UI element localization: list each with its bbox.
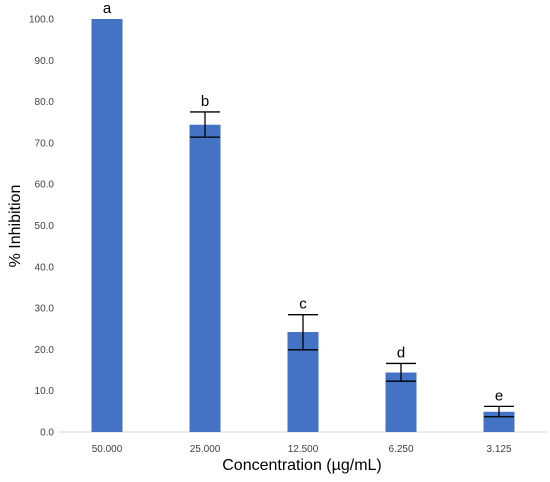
y-tick-label: 40.0	[35, 262, 55, 273]
y-tick-label: 20.0	[35, 345, 55, 356]
y-tick-label: 10.0	[35, 386, 55, 397]
x-axis-ticks: 50.000 25.000 12.500 6.250 3.125	[92, 444, 512, 455]
error-bar	[190, 111, 220, 138]
y-tick-label: 80.0	[35, 97, 55, 108]
error-bar	[484, 405, 514, 418]
error-bars	[190, 111, 514, 418]
x-axis-title: Concentration (µg/mL)	[222, 457, 382, 474]
bars	[91, 19, 515, 432]
y-tick-label: 90.0	[35, 56, 55, 67]
x-tick-label: 3.125	[486, 444, 511, 455]
bar	[91, 19, 123, 432]
x-tick-label: 6.250	[388, 444, 413, 455]
y-axis-ticks: 0.0 10.0 20.0 30.0 40.0 50.0 60.0 70.0 80.0 90.0 1…	[29, 15, 54, 439]
y-tick-label: 30.0	[35, 304, 55, 315]
y-tick-label: 100.0	[29, 15, 54, 26]
bar	[385, 372, 417, 432]
y-tick-label: 0.0	[40, 428, 54, 439]
significance-letter: c	[299, 296, 307, 313]
error-bar	[386, 362, 416, 382]
x-tick-label: 50.000	[92, 444, 123, 455]
y-tick-label: 50.0	[35, 221, 55, 232]
significance-letter: a	[103, 0, 112, 17]
y-tick-label: 70.0	[35, 138, 55, 149]
significance-letter: b	[201, 93, 209, 110]
y-axis-title: % Inhibition	[7, 185, 24, 268]
significance-letter: e	[495, 387, 503, 404]
x-tick-label: 25.000	[190, 444, 221, 455]
bar	[189, 124, 221, 432]
y-tick-label: 60.0	[35, 180, 55, 191]
significance-letters: a b c d e	[103, 0, 503, 404]
error-bar	[288, 314, 318, 351]
x-tick-label: 12.500	[288, 444, 319, 455]
significance-letter: d	[397, 344, 405, 361]
